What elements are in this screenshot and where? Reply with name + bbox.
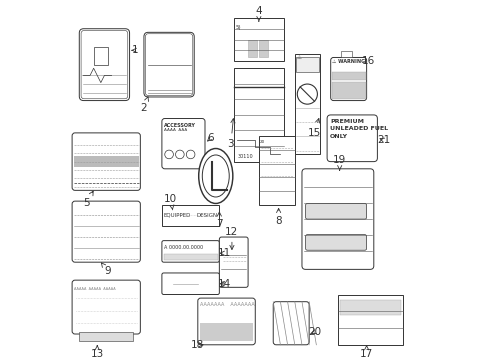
Text: 5: 5: [83, 191, 93, 208]
Text: AAAA  AAA: AAAA AAA: [163, 127, 186, 131]
Text: AAAAAAA    AAAAAAA: AAAAAAA AAAAAAA: [199, 302, 254, 307]
FancyBboxPatch shape: [326, 115, 377, 162]
Text: DESIGN: DESIGN: [196, 213, 217, 218]
Text: 4: 4: [255, 6, 262, 21]
Bar: [337, 294, 402, 345]
Text: PREMIUM: PREMIUM: [329, 119, 363, 124]
Bar: [341, 50, 351, 58]
Text: 19: 19: [332, 155, 346, 170]
Text: 12: 12: [225, 227, 238, 249]
Text: UNLEADED FUEL: UNLEADED FUEL: [329, 126, 387, 131]
Text: ⚠: ⚠: [296, 55, 301, 60]
FancyBboxPatch shape: [162, 118, 204, 169]
Text: 7: 7: [216, 212, 222, 229]
Text: 9: 9: [101, 263, 111, 276]
Text: 5): 5): [235, 25, 241, 30]
FancyBboxPatch shape: [72, 280, 140, 334]
FancyBboxPatch shape: [305, 235, 366, 250]
Text: 14: 14: [218, 279, 231, 289]
Bar: [74, 156, 138, 167]
Text: 6: 6: [206, 133, 213, 143]
Text: 21: 21: [376, 135, 390, 145]
Bar: [331, 72, 365, 80]
Text: EQUIPPED: EQUIPPED: [163, 213, 191, 218]
Text: 8: 8: [275, 208, 282, 226]
Bar: [233, 68, 284, 162]
Bar: [199, 323, 253, 341]
Text: 2: 2: [141, 97, 148, 113]
Text: 20: 20: [307, 327, 321, 337]
FancyBboxPatch shape: [219, 237, 247, 287]
Bar: [273, 302, 308, 345]
Text: 10: 10: [164, 194, 177, 210]
Bar: [295, 58, 319, 72]
Text: 15: 15: [307, 118, 321, 138]
Bar: [247, 40, 257, 58]
Bar: [233, 18, 284, 61]
FancyBboxPatch shape: [72, 201, 140, 262]
Bar: [79, 332, 133, 341]
Text: 3: 3: [227, 119, 235, 149]
FancyBboxPatch shape: [198, 298, 255, 345]
FancyBboxPatch shape: [302, 169, 373, 269]
Text: AAAAA  AAAAA  AAAAA: AAAAA AAAAA AAAAA: [74, 287, 115, 291]
Text: 11: 11: [218, 248, 231, 258]
Text: 0: 0: [220, 283, 223, 287]
Text: 17: 17: [359, 346, 372, 359]
FancyBboxPatch shape: [330, 58, 366, 100]
Text: A 0000.00.0000: A 0000.00.0000: [163, 244, 203, 249]
Text: ⚠ WARNING: ⚠ WARNING: [331, 59, 364, 64]
Text: 16: 16: [361, 56, 374, 66]
Text: ACCESSORY: ACCESSORY: [163, 123, 195, 128]
Text: 30110: 30110: [237, 154, 252, 159]
FancyBboxPatch shape: [273, 302, 308, 345]
FancyBboxPatch shape: [72, 133, 140, 190]
Bar: [258, 40, 267, 58]
Text: 18: 18: [191, 340, 204, 350]
Text: 13: 13: [90, 346, 103, 359]
Bar: [331, 81, 365, 99]
Text: 20: 20: [259, 140, 264, 144]
Bar: [94, 47, 108, 65]
FancyBboxPatch shape: [162, 273, 219, 294]
Text: 00: 00: [220, 281, 225, 285]
Text: ONLY: ONLY: [329, 134, 347, 139]
FancyBboxPatch shape: [79, 29, 129, 100]
Text: 1: 1: [131, 45, 138, 55]
Bar: [162, 205, 219, 226]
FancyBboxPatch shape: [305, 203, 366, 219]
FancyBboxPatch shape: [162, 240, 219, 262]
Bar: [258, 136, 294, 205]
FancyBboxPatch shape: [143, 32, 194, 97]
Bar: [339, 300, 400, 315]
Ellipse shape: [198, 149, 232, 203]
Bar: [294, 54, 319, 154]
Bar: [163, 254, 217, 260]
